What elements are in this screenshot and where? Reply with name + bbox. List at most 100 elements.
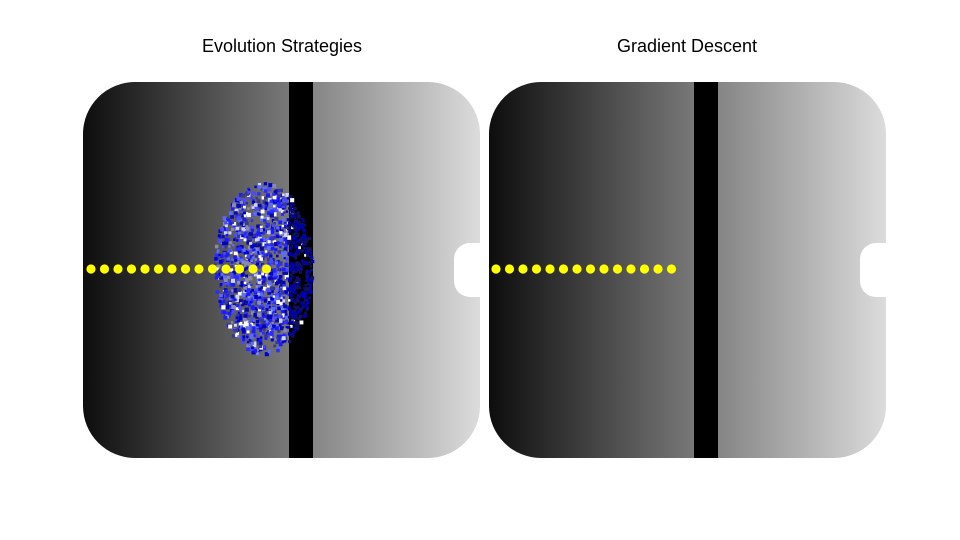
population-sample [300, 240, 303, 243]
population-sample [268, 318, 273, 323]
population-sample [263, 273, 267, 277]
population-sample [250, 253, 253, 256]
population-sample [214, 253, 219, 258]
population-sample [293, 321, 297, 325]
population-sample [298, 307, 303, 312]
population-sample [282, 225, 286, 229]
population-sample [229, 301, 232, 305]
population-sample [214, 257, 218, 261]
population-sample [240, 302, 243, 305]
population-sample [246, 326, 251, 331]
population-sample [305, 308, 309, 311]
population-sample [262, 187, 267, 191]
population-sample [249, 241, 253, 245]
trajectory-dot [153, 264, 164, 274]
population-sample [225, 233, 229, 237]
population-sample [218, 299, 222, 303]
population-sample [241, 284, 245, 288]
population-sample [293, 216, 297, 220]
population-sample [284, 275, 289, 279]
population-sample [285, 315, 289, 320]
population-sample [234, 320, 238, 324]
population-sample [224, 300, 228, 304]
population-sample [243, 231, 248, 236]
population-sample [295, 261, 300, 266]
trajectory-dot [545, 264, 555, 274]
population-sample [281, 212, 284, 216]
population-sample [236, 327, 240, 330]
population-sample [295, 225, 300, 229]
population-sample [305, 270, 310, 274]
population-sample [283, 340, 287, 343]
population-sample [268, 311, 272, 315]
population-sample [228, 231, 232, 235]
population-sample [259, 238, 264, 243]
population-sample [284, 247, 288, 251]
population-sample [243, 205, 246, 209]
population-sample [233, 256, 237, 260]
panel-title-evolution-strategies: Evolution Strategies [201, 36, 363, 56]
population-sample [309, 283, 312, 287]
population-sample [265, 238, 270, 242]
population-sample [289, 320, 294, 325]
population-sample [225, 281, 230, 286]
population-sample [271, 226, 274, 229]
trajectory-dot [612, 264, 623, 274]
population-sample [288, 213, 292, 216]
population-sample [239, 262, 242, 265]
population-sample [256, 352, 259, 355]
population-sample [267, 262, 271, 266]
population-sample [246, 330, 250, 334]
population-sample [292, 263, 297, 267]
population-sample [271, 310, 275, 314]
population-sample [242, 223, 246, 226]
population-sample [280, 296, 284, 300]
population-sample [286, 305, 290, 309]
population-sample [276, 334, 281, 339]
population-sample [259, 317, 263, 320]
population-sample [281, 218, 285, 222]
population-sample [260, 318, 264, 323]
population-sample [285, 271, 289, 275]
population-sample [271, 279, 275, 284]
population-sample [257, 183, 262, 187]
population-sample [269, 263, 273, 267]
population-sample [295, 251, 300, 256]
population-sample [276, 288, 279, 291]
population-sample [247, 295, 251, 299]
population-sample [275, 207, 280, 212]
population-sample [234, 264, 238, 268]
goal-notch [860, 243, 886, 297]
population-sample [266, 193, 271, 198]
population-sample [241, 208, 244, 211]
population-sample [240, 272, 245, 277]
population-sample [236, 239, 239, 242]
population-sample [280, 288, 283, 291]
population-sample [303, 294, 307, 297]
population-sample [278, 289, 281, 292]
population-sample [297, 220, 301, 224]
population-sample [282, 254, 286, 258]
population-sample [267, 291, 271, 295]
population-sample [266, 315, 271, 320]
trajectory-dot [180, 264, 191, 274]
population-sample [310, 268, 313, 272]
population-sample [305, 306, 310, 311]
population-sample [250, 259, 253, 262]
population-sample [273, 301, 277, 305]
population-sample [224, 231, 228, 235]
population-sample [250, 318, 255, 322]
population-sample [301, 265, 304, 268]
population-sample [284, 313, 288, 316]
population-sample [274, 293, 279, 298]
population-sample [228, 324, 233, 329]
population-sample [233, 275, 237, 278]
population-sample [259, 290, 264, 295]
population-sample [296, 296, 300, 300]
population-sample [256, 337, 261, 342]
population-sample [250, 219, 254, 222]
population-sample [263, 282, 267, 286]
population-sample [235, 247, 239, 252]
population-sample [293, 317, 297, 321]
population-sample [263, 218, 267, 223]
